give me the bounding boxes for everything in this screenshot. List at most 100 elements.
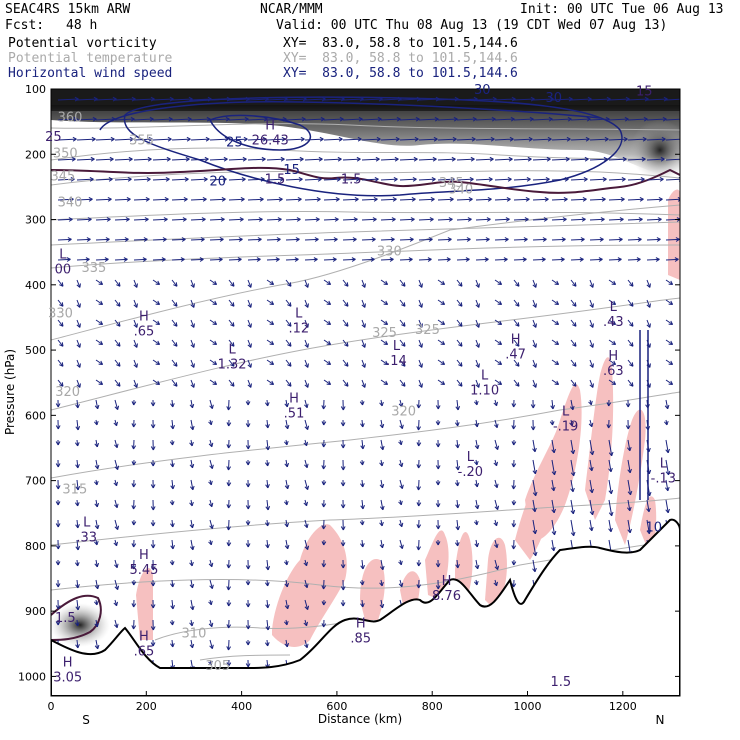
extremum-value: .63 [603,364,624,379]
wind-vector [418,136,438,142]
wind-vector [608,359,617,366]
wind-vector [266,379,275,386]
wind-vector [189,519,195,529]
wind-vector [75,639,80,649]
wind-vector [342,96,364,102]
wind-vector [361,279,366,288]
wind-vector [323,319,332,326]
wind-vector [437,217,453,222]
wind-vector [190,237,205,242]
wind-vector [494,197,511,202]
wind-vector [646,257,660,262]
wind-vector [228,279,235,287]
wind-vector [55,599,61,610]
wind-vector [131,419,137,428]
wind-vector [380,197,397,202]
wind-vector [398,499,403,506]
wind-vector [209,116,230,122]
wind-vector [437,319,446,326]
wind-vector [228,299,235,307]
extremum-value: .47 [505,348,526,363]
wind-vector [380,299,389,306]
wind-vector [152,156,171,162]
wind-vector [94,499,100,508]
wind-vector [171,136,191,142]
wind-vector [208,479,213,486]
wind-vector [266,176,284,182]
extremum-marker: H [139,310,149,325]
wind-vector [208,599,213,606]
wind-vector [589,339,594,348]
wind-vector [321,599,327,606]
wind-vector [608,459,613,473]
wind-vector [551,237,566,242]
wind-vector [265,599,270,609]
wind-vector [570,459,576,477]
y-tick-label: 700 [25,475,46,488]
wind-vector [437,197,454,202]
wind-vector [190,96,212,102]
theta-contour-label: 350 [53,147,78,162]
wind-vector [608,136,628,142]
wind-vector [646,197,663,202]
wind-vector [226,539,232,547]
wind-vector [340,419,346,427]
wind-vector [190,319,195,328]
wind-vector [323,136,343,142]
wind-vector [646,499,651,513]
wind-vector [379,459,384,467]
wind-vector [399,217,415,222]
wind-vector [570,96,592,102]
wind-vector [265,539,270,549]
wind-vector [627,479,633,496]
extremum-marker: H [356,616,366,631]
wind-vector [608,479,614,495]
wind-vector [379,439,385,451]
wind-vector [418,176,436,182]
valid-time: Valid: 00 UTC Thu 08 Aug 13 (19 CDT Wed … [276,18,668,33]
wind-vector [589,299,594,308]
wind-vector [171,279,178,287]
wind-vector [321,499,327,508]
wind-vector [475,136,495,142]
wind-vector [189,499,194,507]
wind-vector [589,96,611,102]
wind-vector [190,116,211,122]
pv-contour-label: 1.5 [341,173,362,188]
legend-wind-xy: XY= 83.0, 58.8 to 101.5,144.6 [283,66,518,81]
wind-vector [75,579,80,589]
wind-vector [340,479,346,487]
wind-vector [532,279,537,288]
wind-vector [418,237,433,242]
wind-vector [399,197,416,202]
wind-vector [627,519,632,534]
wind-vector [152,116,173,122]
wind-vector [247,136,267,142]
wind-vector [55,419,61,430]
wind-vector [456,197,473,202]
wind-vector [265,419,270,429]
wind-vector [228,116,249,122]
wind-vector [226,459,232,471]
wind-vector [131,559,137,570]
legend-theta-xy: XY= 83.0, 58.8 to 101.5,144.6 [283,51,518,66]
pv-contour-label: 25 [45,130,62,145]
wind-vector [399,116,420,122]
wind-vector [57,136,77,142]
wind-vector [94,579,100,590]
wind-vector [399,237,414,242]
wind-vector [455,399,461,411]
wind-vector [646,116,667,122]
wind-vector [284,399,290,408]
wind-vector [551,319,560,326]
wind-vector [209,96,231,102]
wind-vector [171,319,178,327]
wind-vector [475,237,490,242]
wind-vector [75,459,80,469]
extremum-marker: H [265,118,275,133]
wind-vector [113,539,119,547]
wind-vector [570,319,577,327]
wind-vector [321,579,327,590]
wind-vector [511,539,517,550]
